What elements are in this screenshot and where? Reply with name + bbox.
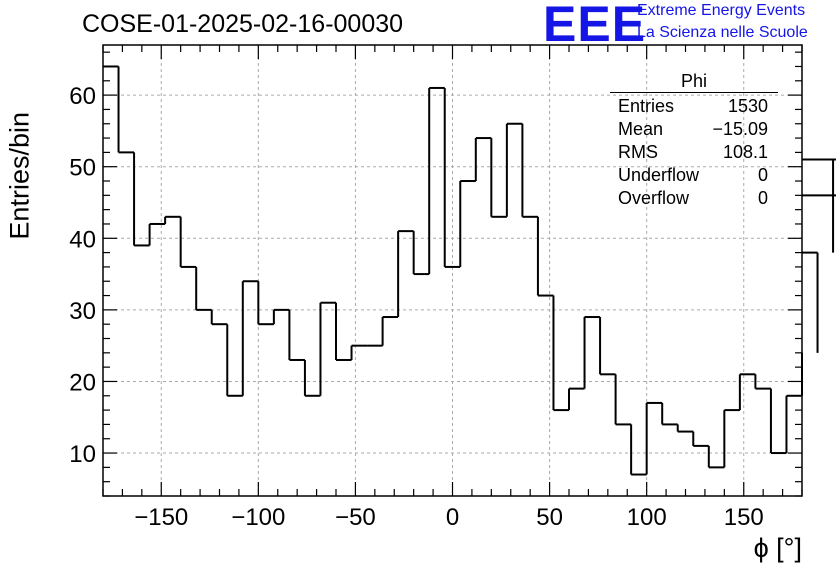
x-tick-label: 100: [627, 504, 667, 531]
stats-key: Underflow: [618, 165, 700, 185]
stats-row-overflow: Overflow 0: [610, 187, 778, 210]
stats-row-underflow: Underflow 0: [610, 164, 778, 187]
stats-key: Overflow: [618, 188, 690, 208]
histogram-bins: [103, 65, 836, 476]
logo-caption-line1: Extreme Energy Events: [637, 2, 806, 19]
eee-logo: EEE: [543, 0, 647, 52]
stats-key: Entries: [618, 96, 675, 116]
x-tick-label: −100: [231, 504, 285, 531]
stats-value: −15.09: [712, 119, 768, 139]
x-axis-label: ϕ [°]: [753, 533, 802, 563]
axis-ticks: [102, 45, 803, 497]
x-tick-label: 150: [724, 504, 764, 531]
y-tick-label: 40: [69, 226, 96, 253]
stats-value: 0: [757, 188, 768, 208]
stats-row-mean: Mean −15.09: [610, 118, 778, 141]
y-tick-label: 50: [69, 155, 96, 182]
stats-box: Phi Entries 1530 Mean −15.09 RMS 108.1 U…: [610, 70, 778, 210]
logo-caption-line2: La Scienza nelle Scuole: [637, 24, 808, 41]
y-tick-label: 20: [69, 369, 96, 396]
stats-value: 0: [757, 165, 768, 185]
stats-title: Phi: [610, 70, 778, 93]
stats-row-rms: RMS 108.1: [610, 141, 778, 164]
chart-title: COSE-01-2025-02-16-00030: [82, 10, 404, 38]
x-tick-label: −150: [134, 504, 188, 531]
y-tick-label: 60: [69, 83, 96, 110]
tick-labels: −150 −100 −50 0 50 100 150 10 20 30 40 50 60: [69, 83, 763, 531]
y-axis-label: Entries/bin: [4, 112, 35, 240]
y-tick-label: 10: [69, 441, 96, 468]
x-tick-label: −50: [335, 504, 376, 531]
stats-value: 1530: [727, 96, 768, 116]
x-tick-label: 0: [446, 504, 459, 531]
x-tick-label: 50: [536, 504, 563, 531]
grid-lines: [103, 45, 802, 496]
stats-row-entries: Entries 1530: [610, 95, 778, 118]
stats-key: Mean: [618, 119, 664, 139]
y-tick-label: 30: [69, 298, 96, 325]
stats-key: RMS: [618, 142, 658, 162]
stats-value: 108.1: [722, 142, 768, 162]
